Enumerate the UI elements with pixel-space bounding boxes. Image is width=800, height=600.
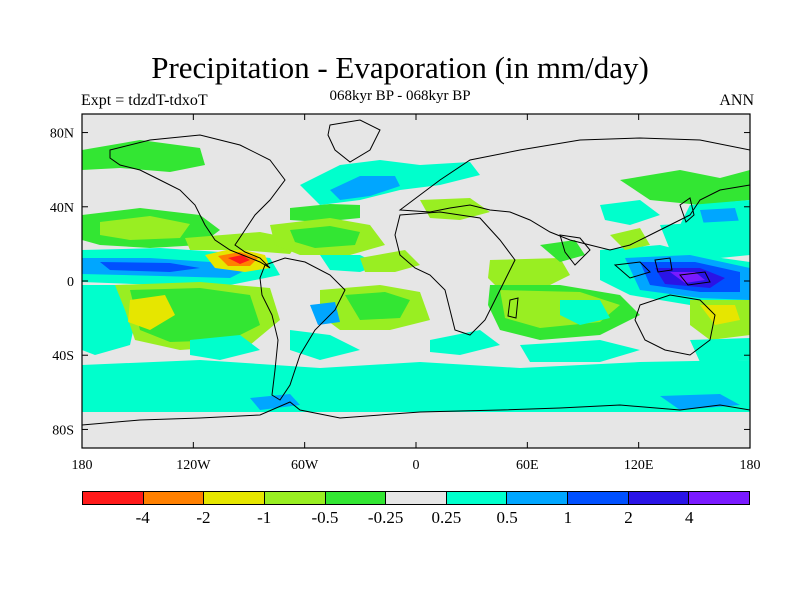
colorbar-swatch — [568, 492, 629, 504]
x-tick-label: 60W — [291, 458, 319, 473]
africa-coast — [394, 211, 516, 336]
field-patch — [82, 140, 205, 172]
x-tick-label: 120W — [176, 458, 211, 473]
colorbar-swatch — [83, 492, 144, 504]
colorbar-swatch — [264, 492, 326, 504]
field-patch — [330, 176, 400, 200]
colorbar-label: 0.25 — [431, 508, 462, 527]
field-patch — [420, 198, 490, 220]
japan-coast — [679, 197, 695, 223]
colorbar-swatch — [143, 492, 205, 504]
field-patch — [430, 330, 500, 355]
axis-ticks: 180 120W 60W 0 60E 120E 180 80N 40N 0 40S 80S — [50, 114, 761, 473]
x-tick-label: 180 — [740, 458, 761, 473]
field-patch — [190, 335, 260, 360]
chart-title: Precipitation - Evaporation (in mm/day) — [151, 50, 649, 85]
maritime-islands-coast — [613, 257, 711, 286]
colorbar-label: -2 — [196, 508, 211, 527]
colorbar-label: -0.5 — [311, 508, 339, 527]
field-patch — [360, 250, 420, 272]
y-tick-label: 40S — [52, 349, 74, 364]
australia-coast — [634, 294, 716, 356]
chart-subtitle: 068kyr BP - 068kyr BP — [329, 88, 471, 104]
field-patch — [250, 394, 300, 410]
north-america-coast — [109, 134, 286, 269]
field-patch — [620, 170, 750, 205]
field-patch — [660, 220, 750, 260]
colorbar-swatch — [325, 492, 387, 504]
colorbar — [82, 491, 750, 505]
field-patch — [520, 340, 640, 362]
field-patch — [600, 200, 660, 225]
field-patch — [290, 204, 360, 222]
field-patch — [560, 300, 610, 325]
y-tick-label: 80S — [52, 423, 74, 438]
field-patch — [540, 240, 585, 262]
x-tick-label: 180 — [72, 458, 93, 473]
field-patch — [82, 360, 750, 412]
field-patch — [290, 226, 360, 248]
colorbar-label: 0.5 — [496, 508, 518, 527]
colorbar-label: 2 — [624, 508, 633, 527]
india-coast — [559, 234, 591, 266]
y-tick-label: 40N — [50, 201, 74, 216]
greenland-coast — [327, 119, 381, 163]
season-label: ANN — [719, 92, 754, 109]
colorbar-label: -0.25 — [367, 508, 404, 527]
colorbar-label: 1 — [563, 508, 573, 527]
field-patch — [660, 394, 740, 410]
field-patch — [290, 330, 360, 360]
colorbar-swatch — [386, 492, 447, 504]
y-tick-label: 0 — [67, 275, 74, 290]
field-patch — [100, 216, 190, 240]
colorbar-swatch — [204, 492, 265, 504]
colorbar-swatch — [446, 492, 508, 504]
coastlines — [82, 119, 750, 426]
field-patch — [100, 262, 200, 272]
x-tick-label: 0 — [413, 458, 420, 473]
field-patch — [228, 255, 250, 264]
field-patch — [488, 258, 570, 290]
x-tick-label: 120E — [624, 458, 654, 473]
field-patch — [310, 302, 340, 325]
colorbar-label: 4 — [685, 508, 694, 527]
colorbar-label: -1 — [257, 508, 272, 527]
antarctica-coast — [82, 401, 750, 426]
y-tick-label: 80N — [50, 127, 74, 142]
colorbar-swatch — [689, 492, 750, 504]
x-tick-label: 60E — [516, 458, 539, 473]
field-patch — [670, 272, 705, 283]
precip-field — [82, 140, 750, 412]
south-america-coast — [259, 257, 346, 401]
field-patch — [128, 295, 175, 330]
madagascar-coast — [507, 297, 519, 319]
eurasia-coast — [398, 137, 750, 251]
colorbar-swatch — [628, 492, 690, 504]
field-patch — [610, 228, 650, 250]
experiment-label: Expt = tdzdT-tdxoT — [81, 92, 208, 109]
field-patch — [690, 338, 750, 362]
colorbar-swatch — [507, 492, 569, 504]
colorbar-label: -4 — [135, 508, 150, 527]
field-patch — [345, 292, 410, 320]
